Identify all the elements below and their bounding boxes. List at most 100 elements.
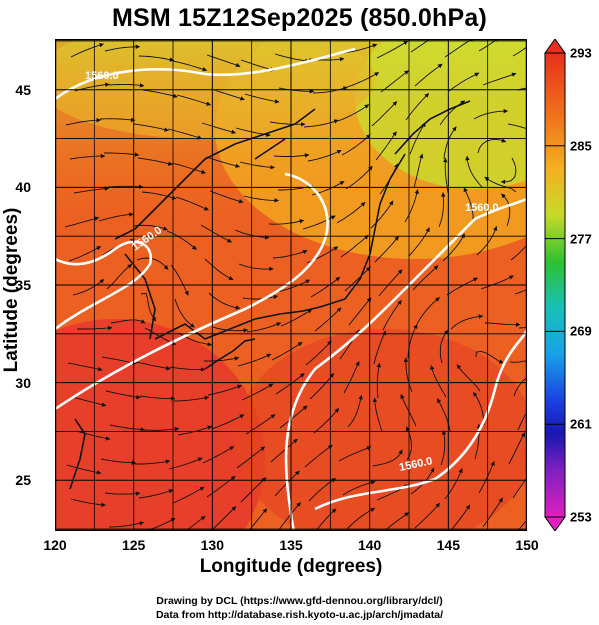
contour-central: [55, 172, 329, 411]
credit-drawing: Drawing by DCL (https://www.gfd-dennou.o…: [156, 595, 443, 607]
streamline: [271, 341, 303, 361]
streamline: [480, 275, 514, 290]
streamline: [439, 100, 466, 126]
x-tick-label: 125: [121, 537, 146, 553]
streamline: [517, 410, 527, 431]
colorbar-ticks: [545, 52, 565, 518]
streamline: [416, 297, 440, 325]
streamline: [305, 340, 332, 366]
streamline: [212, 326, 249, 333]
streamline: [313, 407, 340, 434]
streamline: [72, 279, 105, 296]
y-tick-label: 40: [15, 179, 31, 196]
streamline: [173, 395, 210, 402]
streamline: [484, 176, 517, 193]
x-tick-label: 140: [357, 537, 382, 553]
weather-map: 1560.0 1560.0 1560.0 1560.0: [55, 39, 527, 531]
streamline: [170, 264, 189, 296]
streamline: [66, 464, 102, 475]
streamline: [208, 292, 241, 310]
streamline: [108, 521, 145, 528]
streamline: [440, 430, 447, 466]
streamline: [209, 190, 244, 204]
streamline: [246, 322, 282, 333]
streamline: [139, 395, 176, 401]
streamline: [280, 309, 313, 327]
streamline: [438, 192, 446, 228]
contours-1560: [55, 47, 527, 531]
x-tick-label: 130: [200, 537, 225, 553]
colorbar-max-arrow: [544, 39, 566, 54]
streamline: [279, 405, 308, 429]
streamline: [482, 497, 503, 528]
colorbar-tick-label: 285: [570, 138, 592, 154]
streamline: [370, 200, 394, 229]
streamline: [108, 83, 145, 88]
coastlines: [69, 100, 471, 490]
streamline: [278, 502, 301, 531]
y-tick-label: 30: [15, 374, 31, 391]
streamline: [507, 123, 527, 130]
streamline: [245, 414, 276, 435]
streamline: [67, 362, 103, 372]
streamline: [272, 249, 308, 259]
streamline: [404, 189, 419, 223]
streamline: [200, 224, 232, 243]
streamline: [202, 446, 235, 464]
streamline: [73, 186, 110, 194]
y-tick-label: 35: [15, 277, 31, 293]
streamline: [98, 212, 134, 222]
streamline: [175, 196, 209, 211]
streamline: [171, 162, 206, 175]
streamline: [65, 117, 102, 126]
streamline: [176, 94, 212, 106]
streamline: [75, 430, 111, 441]
streamline: [105, 390, 141, 400]
streamline: [478, 39, 499, 52]
streamline: [443, 126, 457, 160]
streamline: [268, 219, 305, 225]
streamline: [412, 265, 439, 291]
streamline: [141, 191, 177, 200]
x-tick-label: 120: [43, 537, 67, 553]
streamline: [463, 187, 474, 222]
contour-label: 1560.0: [465, 202, 499, 214]
streamline: [210, 88, 245, 101]
streamline: [237, 353, 272, 367]
y-tick-label: 25: [15, 472, 31, 489]
streamline: [241, 383, 274, 401]
streamline: [248, 508, 268, 531]
streamline: [380, 70, 409, 93]
streamline: [410, 39, 431, 53]
streamline: [142, 89, 178, 99]
streamline: [310, 276, 341, 298]
streamline: [270, 438, 298, 463]
colorbar-tick-label: 293: [570, 45, 592, 61]
streamline: [133, 123, 169, 132]
streamline: [409, 122, 426, 155]
y-tick-label: 45: [15, 81, 31, 98]
streamline: [446, 277, 479, 296]
streamline: [337, 104, 370, 122]
streamline: [210, 506, 237, 531]
colorbar-tick-label: 253: [570, 509, 592, 525]
x-tick-label: 150: [515, 537, 539, 553]
streamline: [243, 195, 280, 203]
x-tick-label: 135: [279, 537, 303, 553]
streamline: [414, 502, 441, 529]
credit-data: Data from http://database.rish.kyoto-u.a…: [155, 609, 444, 621]
streamline: [340, 234, 369, 258]
streamline: [512, 46, 527, 57]
streamline: [205, 156, 241, 169]
streamline: [348, 297, 372, 326]
streamline: [482, 72, 517, 86]
streamline: [407, 324, 418, 359]
streamline: [408, 227, 430, 257]
streamline: [442, 233, 465, 262]
streamline: [167, 128, 203, 140]
streamline: [345, 165, 373, 190]
streamline: [514, 288, 527, 295]
streamline: [517, 519, 527, 531]
streamline: [303, 119, 339, 128]
streamline: [278, 87, 315, 94]
